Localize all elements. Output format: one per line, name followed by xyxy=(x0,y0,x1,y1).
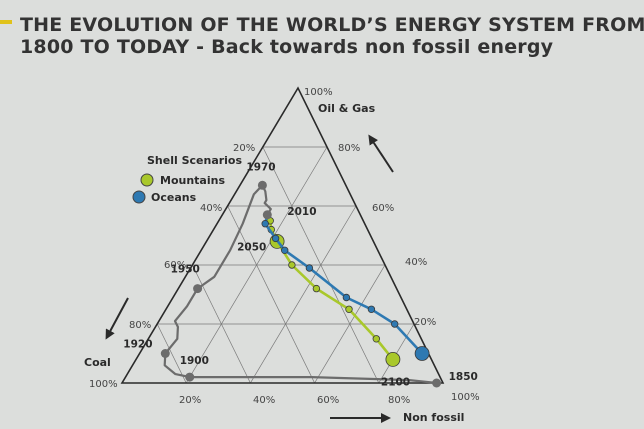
year-label-1970: 1970 xyxy=(246,161,275,173)
year-label-2050: 2050 xyxy=(237,241,266,253)
point-history-17 xyxy=(257,180,267,190)
point-oceans-6 xyxy=(367,305,376,313)
tick-labels: 100% 100% 100% 20% 40% 60% 80% 20% 40% 6… xyxy=(89,87,480,406)
point-oceans-1 xyxy=(261,219,269,228)
slide-title-line-1: THE EVOLUTION OF THE WORLD’S ENERGY SYST… xyxy=(20,14,644,36)
year-label-2100: 2100 xyxy=(381,376,410,388)
axis-title-coal: Coal xyxy=(84,356,111,369)
grid-line-non-fossil-40 xyxy=(250,205,357,384)
corner-label-top: 100% xyxy=(304,87,333,98)
chart-legend: Shell Scenarios Mountains Oceans xyxy=(132,154,242,204)
point-mountains-7 xyxy=(372,335,380,343)
year-labels: 2050 2100 1850 1900 1920 1950 1970 2010 xyxy=(123,161,478,388)
series-line-history xyxy=(163,184,437,385)
point-oceans-4 xyxy=(305,264,314,272)
title-accent-bar xyxy=(0,20,12,24)
grid-line-coal-80 xyxy=(156,323,187,384)
year-label-1850: 1850 xyxy=(449,371,478,383)
point-history-4 xyxy=(185,372,195,382)
point-history-7 xyxy=(160,349,170,358)
triangle-outline xyxy=(120,86,445,384)
tick-non-fossil-20: 20% xyxy=(179,395,201,406)
point-mountains-5 xyxy=(312,284,321,293)
year-label-1920: 1920 xyxy=(123,339,152,351)
tick-coal-20: 20% xyxy=(233,143,255,154)
slide-title-line-2: 1800 TO TODAY - Back towards non fossil … xyxy=(20,36,554,58)
point-history-12 xyxy=(193,284,203,294)
tick-oil-gas-80: 80% xyxy=(338,143,360,154)
legend-title: Shell Scenarios xyxy=(147,154,242,167)
axis-title-oil-gas: Oil & Gas xyxy=(318,102,376,115)
tick-oil-gas-40: 40% xyxy=(405,257,427,268)
year-label-2010: 2010 xyxy=(287,206,316,218)
point-oceans-7 xyxy=(391,320,399,328)
point-mountains-6 xyxy=(345,305,353,313)
point-oceans-5 xyxy=(342,293,351,302)
tick-non-fossil-60: 60% xyxy=(317,395,339,406)
grid-line-non-fossil-60 xyxy=(314,264,386,384)
corner-label-bottom-right: 100% xyxy=(451,392,480,403)
corner-label-bottom-left: 100% xyxy=(89,379,118,390)
tick-coal-80: 80% xyxy=(129,320,151,331)
tick-coal-40: 40% xyxy=(200,203,222,214)
axis-title-non-fossil: Non fossil xyxy=(403,411,464,424)
point-mountains-4 xyxy=(288,261,296,269)
tick-oil-gas-60: 60% xyxy=(372,203,394,214)
triangle-frame xyxy=(120,86,445,384)
point-history-22 xyxy=(262,210,272,220)
year-label-1900: 1900 xyxy=(180,355,209,367)
year-label-1950: 1950 xyxy=(171,264,200,276)
point-history-0 xyxy=(432,378,442,388)
triangle-grid xyxy=(156,146,415,384)
point-oceans-8 xyxy=(414,346,430,361)
coal-arrow-icon xyxy=(105,297,129,340)
tick-non-fossil-80: 80% xyxy=(388,395,410,406)
oil-gas-arrow-icon xyxy=(368,134,394,173)
grid-line-coal-40 xyxy=(227,205,315,384)
tick-oil-gas-20: 20% xyxy=(414,317,436,328)
tick-coal-60: 60% xyxy=(164,260,186,271)
legend-swatch-oceans xyxy=(132,190,146,204)
legend-label-oceans: Oceans xyxy=(151,191,197,204)
point-oceans-2 xyxy=(271,234,280,243)
point-mountains-8 xyxy=(385,351,401,367)
series-line-oceans xyxy=(263,214,424,355)
point-oceans-3 xyxy=(281,246,289,254)
legend-label-mountains: Mountains xyxy=(160,174,225,187)
legend-swatch-mountains xyxy=(140,173,154,187)
axis-titles: Oil & Gas Coal Non fossil xyxy=(84,102,464,424)
tick-non-fossil-40: 40% xyxy=(253,395,275,406)
series-layer xyxy=(160,180,442,388)
